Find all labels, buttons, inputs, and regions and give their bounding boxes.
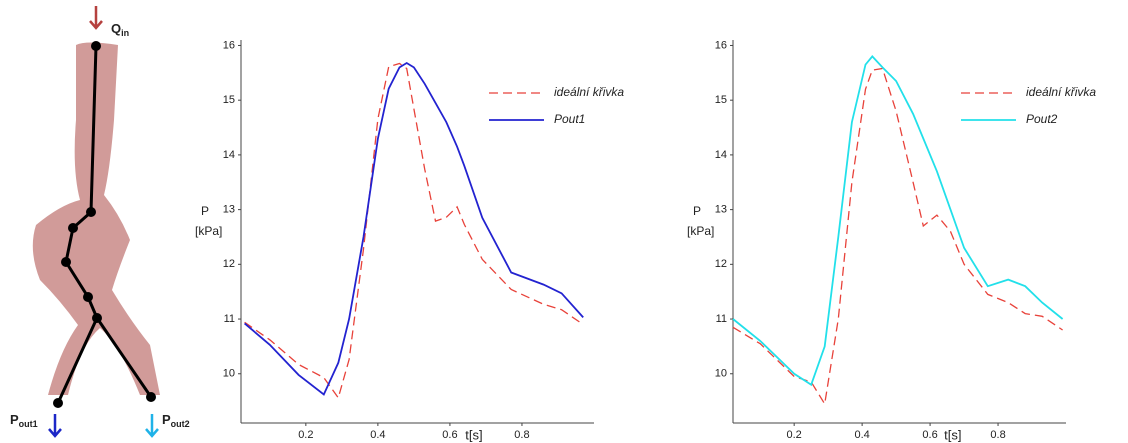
legend-label: ideální křivka [554,85,624,99]
inflow-label: Qin [111,21,129,38]
x-tick-label: 0.8 [990,429,1005,441]
y-tick-label: 10 [715,368,727,380]
legend-label: Pout2 [1026,112,1058,126]
y-tick-label: 10 [223,368,235,380]
y-tick-label: 15 [715,94,727,106]
series-line [244,62,584,400]
legend-label: ideální křivka [1026,85,1096,99]
x-tick-label: 0.6 [922,429,937,441]
series-line [732,67,1063,406]
x-tick-label: 0.2 [298,429,313,441]
x-tick-label: 0.4 [854,429,869,441]
series-line [732,55,1064,387]
y-axis-label: P [201,204,209,218]
outflow-label-2: Pout2 [162,412,190,429]
vessel [32,42,160,395]
y-axis-unit: [kPa] [687,224,714,238]
x-axis-label: t[s] [944,427,961,442]
y-tick-label: 14 [715,149,727,161]
y-tick-label: 12 [223,258,235,270]
y-axis-unit: [kPa] [195,224,222,238]
y-axis-label: P [693,204,701,218]
y-tick-label: 13 [223,204,235,216]
outflow-arrow-1 [48,414,62,438]
x-tick-label: 0.6 [442,429,457,441]
x-tick-label: 0.4 [370,429,385,441]
centerline-branch [95,317,153,398]
y-tick-label: 11 [224,313,235,325]
x-tick-label: 0.2 [787,429,802,441]
y-tick-label: 16 [715,39,727,51]
outflow-arrow-2 [145,414,159,438]
vessel-diagram: Qin Pout1 Pout2 [10,6,190,438]
series-line [244,61,584,396]
y-tick-label: 15 [223,94,235,106]
x-axis-label: t[s] [465,427,482,442]
x-tick-label: 0.8 [514,429,529,441]
inflow-arrow [89,6,103,30]
y-tick-label: 14 [223,149,235,161]
y-tick-label: 12 [715,258,727,270]
nodes [53,41,156,408]
legend-label: Pout1 [554,112,585,126]
y-tick-label: 11 [716,313,727,325]
y-tick-label: 13 [715,204,727,216]
y-tick-label: 16 [223,39,235,51]
outflow-label-1: Pout1 [10,412,38,429]
